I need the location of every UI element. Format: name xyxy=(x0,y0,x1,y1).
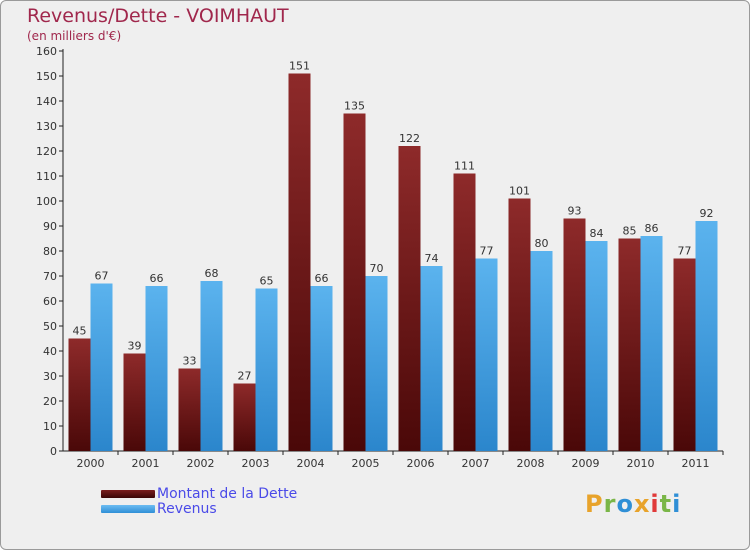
revenue-value-label: 68 xyxy=(205,267,219,280)
x-tick-label: 2011 xyxy=(682,457,710,470)
debt-value-label: 45 xyxy=(73,325,87,338)
revenue-bar xyxy=(695,221,718,451)
revenue-bar xyxy=(475,258,498,451)
y-tick-label: 90 xyxy=(43,220,57,233)
logo-letter: i xyxy=(672,490,682,518)
x-tick-label: 2009 xyxy=(572,457,600,470)
debt-bar xyxy=(508,198,531,451)
y-tick-label: 120 xyxy=(36,145,57,158)
legend-swatch-debt xyxy=(101,490,155,498)
debt-value-label: 33 xyxy=(183,355,197,368)
x-tick-label: 2000 xyxy=(77,457,105,470)
debt-bar xyxy=(343,113,366,451)
revenue-bar xyxy=(200,281,223,451)
debt-bar xyxy=(618,238,641,451)
debt-bar xyxy=(673,258,696,451)
chart-value-labels: 45 67 39 66 33 68 27 65 151 66 135 70 122 74 111 77 101 8… xyxy=(73,60,714,383)
y-tick-label: 130 xyxy=(36,120,57,133)
revenue-value-label: 77 xyxy=(480,245,494,258)
x-tick-label: 2010 xyxy=(627,457,655,470)
legend-swatch-revenue xyxy=(101,505,155,513)
revenue-value-label: 65 xyxy=(260,275,274,288)
debt-value-label: 101 xyxy=(509,185,530,198)
revenue-value-label: 80 xyxy=(535,237,549,250)
debt-bar xyxy=(453,173,476,451)
y-tick-label: 70 xyxy=(43,270,57,283)
y-tick-label: 160 xyxy=(36,45,57,58)
x-tick-label: 2002 xyxy=(187,457,215,470)
debt-value-label: 122 xyxy=(399,132,420,145)
revenue-bar xyxy=(145,286,168,451)
x-tick-label: 2001 xyxy=(132,457,160,470)
revenue-bar xyxy=(365,276,388,451)
y-tick-label: 20 xyxy=(43,395,57,408)
y-tick-label: 150 xyxy=(36,70,57,83)
y-tick-label: 60 xyxy=(43,295,57,308)
revenue-value-label: 70 xyxy=(370,262,384,275)
x-tick-label: 2003 xyxy=(242,457,270,470)
revenue-value-label: 66 xyxy=(315,272,329,285)
x-tick-label: 2007 xyxy=(462,457,490,470)
logo-letter: r xyxy=(603,490,617,518)
revenue-value-label: 67 xyxy=(95,270,109,283)
logo-letter: P xyxy=(585,490,604,518)
y-tick-label: 40 xyxy=(43,345,57,358)
logo-letter: i xyxy=(650,490,660,518)
debt-value-label: 27 xyxy=(238,370,252,383)
x-tick-label: 2008 xyxy=(517,457,545,470)
logo-letter: x xyxy=(633,490,651,518)
y-tick-label: 140 xyxy=(36,95,57,108)
debt-value-label: 39 xyxy=(128,340,142,353)
debt-bar xyxy=(178,368,201,451)
x-tick-label: 2004 xyxy=(297,457,325,470)
debt-bar xyxy=(398,146,421,451)
y-tick-label: 30 xyxy=(43,370,57,383)
y-tick-label: 50 xyxy=(43,320,57,333)
chart-title: Revenus/Dette - VOIMHAUT xyxy=(27,5,289,27)
revenue-value-label: 84 xyxy=(590,227,604,240)
revenue-bar xyxy=(90,283,113,451)
debt-bar xyxy=(288,73,311,451)
debt-value-label: 151 xyxy=(289,60,310,73)
y-tick-label: 110 xyxy=(36,170,57,183)
debt-value-label: 93 xyxy=(568,205,582,218)
y-tick-label: 0 xyxy=(50,445,57,458)
revenue-value-label: 74 xyxy=(425,252,439,265)
x-tick-label: 2006 xyxy=(407,457,435,470)
revenue-bar xyxy=(420,266,443,451)
debt-bar xyxy=(563,218,586,451)
chart-subtitle: (en milliers d'€) xyxy=(27,29,122,43)
revenue-bar xyxy=(255,288,278,451)
revenue-bar xyxy=(640,236,663,451)
chart-bars xyxy=(68,73,718,451)
legend-label-debt: Montant de la Dette xyxy=(157,486,298,502)
logo-letter: t xyxy=(659,490,673,518)
y-tick-label: 100 xyxy=(36,195,57,208)
revenue-value-label: 92 xyxy=(700,207,714,220)
y-tick-label: 80 xyxy=(43,245,57,258)
proxiti-logo: Proxiti xyxy=(585,490,681,518)
x-tick-label: 2005 xyxy=(352,457,380,470)
debt-bar xyxy=(123,353,146,451)
revenue-value-label: 66 xyxy=(150,272,164,285)
revenue-bar xyxy=(530,251,553,451)
debt-value-label: 135 xyxy=(344,100,365,113)
logo-letter: o xyxy=(616,490,634,518)
debt-value-label: 111 xyxy=(454,160,475,173)
y-tick-label: 10 xyxy=(43,420,57,433)
debt-bar xyxy=(233,383,256,451)
debt-bar xyxy=(68,338,91,451)
debt-value-label: 85 xyxy=(623,225,637,238)
legend-label-revenue: Revenus xyxy=(157,501,217,517)
chart-axes: 0 10 20 30 40 50 60 70 80 90 100 110 120 130 140 150 160… xyxy=(36,45,724,470)
debt-value-label: 77 xyxy=(678,245,692,258)
revenue-bar xyxy=(310,286,333,451)
revenue-bar xyxy=(585,241,608,451)
revenue-value-label: 86 xyxy=(645,222,659,235)
